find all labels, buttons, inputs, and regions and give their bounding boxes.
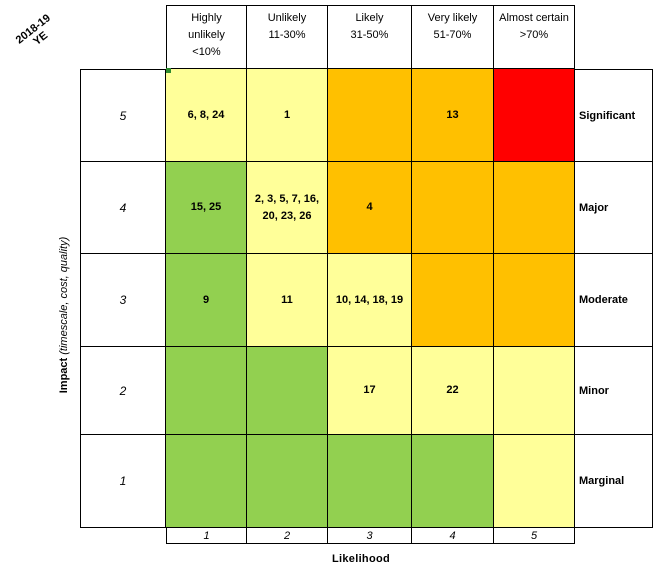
risk-cell (328, 69, 412, 162)
impact-score-2: 2 (80, 347, 166, 435)
risk-cell (166, 347, 247, 435)
risk-cell: 11 (247, 254, 328, 347)
likelihood-score-2: 2 (247, 528, 328, 544)
risk-cell: 6, 8, 24 (166, 69, 247, 162)
risk-cell (494, 347, 575, 435)
risk-cell (247, 347, 328, 435)
risk-cell: 17 (328, 347, 412, 435)
header-spacer-right (575, 5, 653, 69)
footer-spacer (80, 528, 166, 544)
impact-level-marginal: Marginal (575, 435, 653, 528)
risk-cell: 4 (328, 162, 412, 254)
risk-cell (494, 69, 575, 162)
risk-cell (328, 435, 412, 528)
impact-level-major: Major (575, 162, 653, 254)
risk-cell: 15, 25 (166, 162, 247, 254)
impact-score-1: 1 (80, 435, 166, 528)
period-label: 2018-19 YE (2, 3, 72, 65)
risk-cell (494, 435, 575, 528)
likelihood-score-4: 4 (412, 528, 494, 544)
risk-cell (494, 254, 575, 347)
likelihood-name-line2: Very likely (427, 12, 478, 24)
likelihood-name-line1: Highly (191, 12, 222, 24)
impact-score-4: 4 (80, 162, 166, 254)
impact-level-significant: Significant (575, 69, 653, 162)
header-spacer (80, 5, 166, 69)
risk-cell (247, 435, 328, 528)
likelihood-score-5: 5 (494, 528, 575, 544)
likelihood-range: >70% (519, 29, 549, 41)
risk-cell: 2, 3, 5, 7, 16, 20, 23, 26 (247, 162, 328, 254)
impact-level-minor: Minor (575, 347, 653, 435)
risk-cell: 10, 14, 18, 19 (328, 254, 412, 347)
risk-cell (494, 162, 575, 254)
impact-axis-title-note: (timescale, cost, quality) (58, 236, 70, 355)
risk-cell (412, 254, 494, 347)
likelihood-header-4: Very likely 51-70% (412, 5, 494, 69)
likelihood-name-line2: unlikely (188, 29, 225, 41)
likelihood-range: <10% (192, 46, 221, 58)
likelihood-header-5: Almost certain >70% (494, 5, 575, 69)
risk-cell: 22 (412, 347, 494, 435)
risk-cell: 13 (412, 69, 494, 162)
impact-score-5: 5 (80, 69, 166, 162)
likelihood-range: 51-70% (433, 29, 472, 41)
impact-score-3: 3 (80, 254, 166, 347)
risk-cell: 9 (166, 254, 247, 347)
risk-cell: 1 (247, 69, 328, 162)
likelihood-name-line2: Almost certain (499, 12, 569, 24)
impact-axis-title-main: Impact (58, 357, 70, 394)
likelihood-score-1: 1 (166, 528, 247, 544)
likelihood-score-3: 3 (328, 528, 412, 544)
likelihood-header-1: Highly unlikely <10% (166, 5, 247, 69)
impact-level-moderate: Moderate (575, 254, 653, 347)
likelihood-header-3: Likely 31-50% (328, 5, 412, 69)
likelihood-range: 31-50% (350, 29, 389, 41)
footer-spacer-right (575, 528, 653, 544)
risk-cell (412, 162, 494, 254)
likelihood-axis-title: Likelihood (332, 553, 390, 565)
risk-cell (412, 435, 494, 528)
likelihood-name-line2: Likely (355, 12, 384, 24)
risk-matrix: Highly unlikely <10% Unlikely 11-30% Lik… (80, 5, 653, 544)
risk-cell (166, 435, 247, 528)
likelihood-name-line2: Unlikely (267, 12, 307, 24)
likelihood-range: 11-30% (268, 29, 306, 41)
likelihood-header-2: Unlikely 11-30% (247, 5, 328, 69)
cell-comment-marker (166, 68, 171, 73)
